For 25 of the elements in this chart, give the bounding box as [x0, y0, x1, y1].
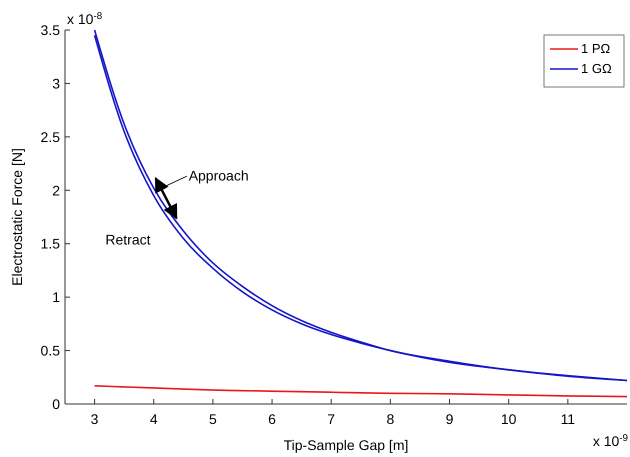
- y-tick-label: 2: [52, 182, 60, 198]
- y-tick-label: 1.5: [40, 236, 60, 252]
- text: x 10$^{-8}$: [67, 10, 103, 27]
- x-tick-label: 3: [90, 411, 99, 427]
- x-tick-label: 4: [150, 411, 158, 427]
- x-tick-label: 5: [208, 411, 217, 427]
- y-tick-label: 3.5: [40, 22, 60, 38]
- y-tick-label: 2.5: [40, 128, 60, 145]
- y-tick-label: 0: [52, 396, 60, 412]
- annotation: Retract: [105, 231, 151, 248]
- x-axis-title: Tip-Sample Gap [m]: [284, 437, 408, 453]
- x-tick-label: 6: [268, 411, 276, 427]
- y-tick-label: 3: [52, 75, 60, 92]
- x-tick-label: 9: [446, 411, 454, 427]
- annotation: Approach: [188, 167, 249, 184]
- x-tick-label: 11: [560, 411, 576, 427]
- x-tick-label: 10: [500, 411, 517, 427]
- text: x 10$^{-9}$: [592, 432, 628, 449]
- legend-label: 1 PΩ: [581, 41, 611, 56]
- y-tick-label: 0.5: [40, 342, 60, 359]
- x-tick-label: 7: [327, 411, 336, 427]
- x-tick-label: 8: [386, 411, 394, 427]
- y-axis-title: Electrostatic Force [N]: [9, 148, 25, 286]
- y-tick-label: 1: [52, 289, 60, 306]
- legend-label: 1 GΩ: [581, 61, 612, 76]
